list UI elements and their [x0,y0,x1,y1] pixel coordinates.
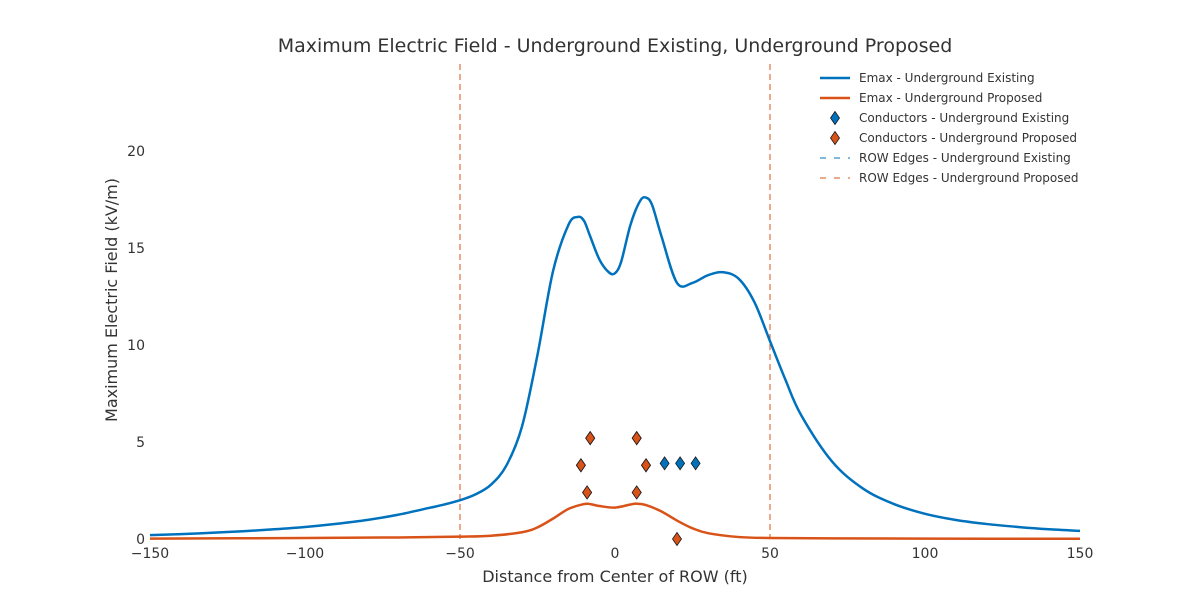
x-tick-label: 150 [1067,546,1094,562]
y-tick-label: 10 [127,338,145,354]
legend-item: Emax - Underground Existing [820,71,1035,85]
legend-swatch [830,130,840,146]
legend-label: Emax - Underground Proposed [859,91,1042,105]
y-tick-label: 0 [136,532,145,548]
legend: Emax - Underground Existing Emax - Underg… [820,71,1079,185]
conductor-marker [690,456,701,471]
conductor-marker [575,458,586,473]
y-tick-label: 20 [127,144,145,160]
legend-item: Conductors - Underground Existing [830,110,1069,126]
legend-item: Conductors - Underground Proposed [830,130,1077,146]
legend-item: ROW Edges - Underground Existing [820,151,1071,165]
conductor-marker [672,531,682,547]
x-tick-label: 0 [611,546,620,562]
axis-ticks: −150 −100 −50 0 50 100 150 0 5 10 15 20 [127,144,1093,562]
y-tick-label: 15 [127,241,145,257]
legend-item: Emax - Underground Proposed [820,91,1042,105]
conductor-marker [582,485,593,500]
y-tick-label: 5 [136,435,145,451]
conductor-marker [641,458,651,473]
legend-label: ROW Edges - Underground Proposed [859,171,1079,185]
conductor-marker [631,430,642,446]
series-line [149,196,1081,537]
conductor-marker [659,456,670,471]
legend-label: Conductors - Underground Existing [859,111,1069,125]
legend-label: Conductors - Underground Proposed [859,131,1077,145]
legend-label: Emax - Underground Existing [859,71,1035,85]
conductor-marker [631,485,642,500]
x-tick-label: −100 [286,546,324,562]
conductor-marker [585,430,596,446]
x-tick-label: 50 [761,546,779,562]
plot-area [149,64,1081,547]
legend-swatch [830,110,840,126]
conductor-marker [675,456,686,471]
legend-item: ROW Edges - Underground Proposed [820,171,1079,185]
x-tick-label: −50 [445,546,475,562]
legend-label: ROW Edges - Underground Existing [859,151,1071,165]
x-axis-label: Distance from Center of ROW (ft) [482,567,748,586]
x-tick-label: 100 [912,546,939,562]
x-tick-label: −150 [131,546,169,562]
series-line [149,502,1081,541]
chart-title: Maximum Electric Field - Underground Exi… [278,35,953,57]
y-axis-label: Maximum Electric Field (kV/m) [102,178,121,422]
